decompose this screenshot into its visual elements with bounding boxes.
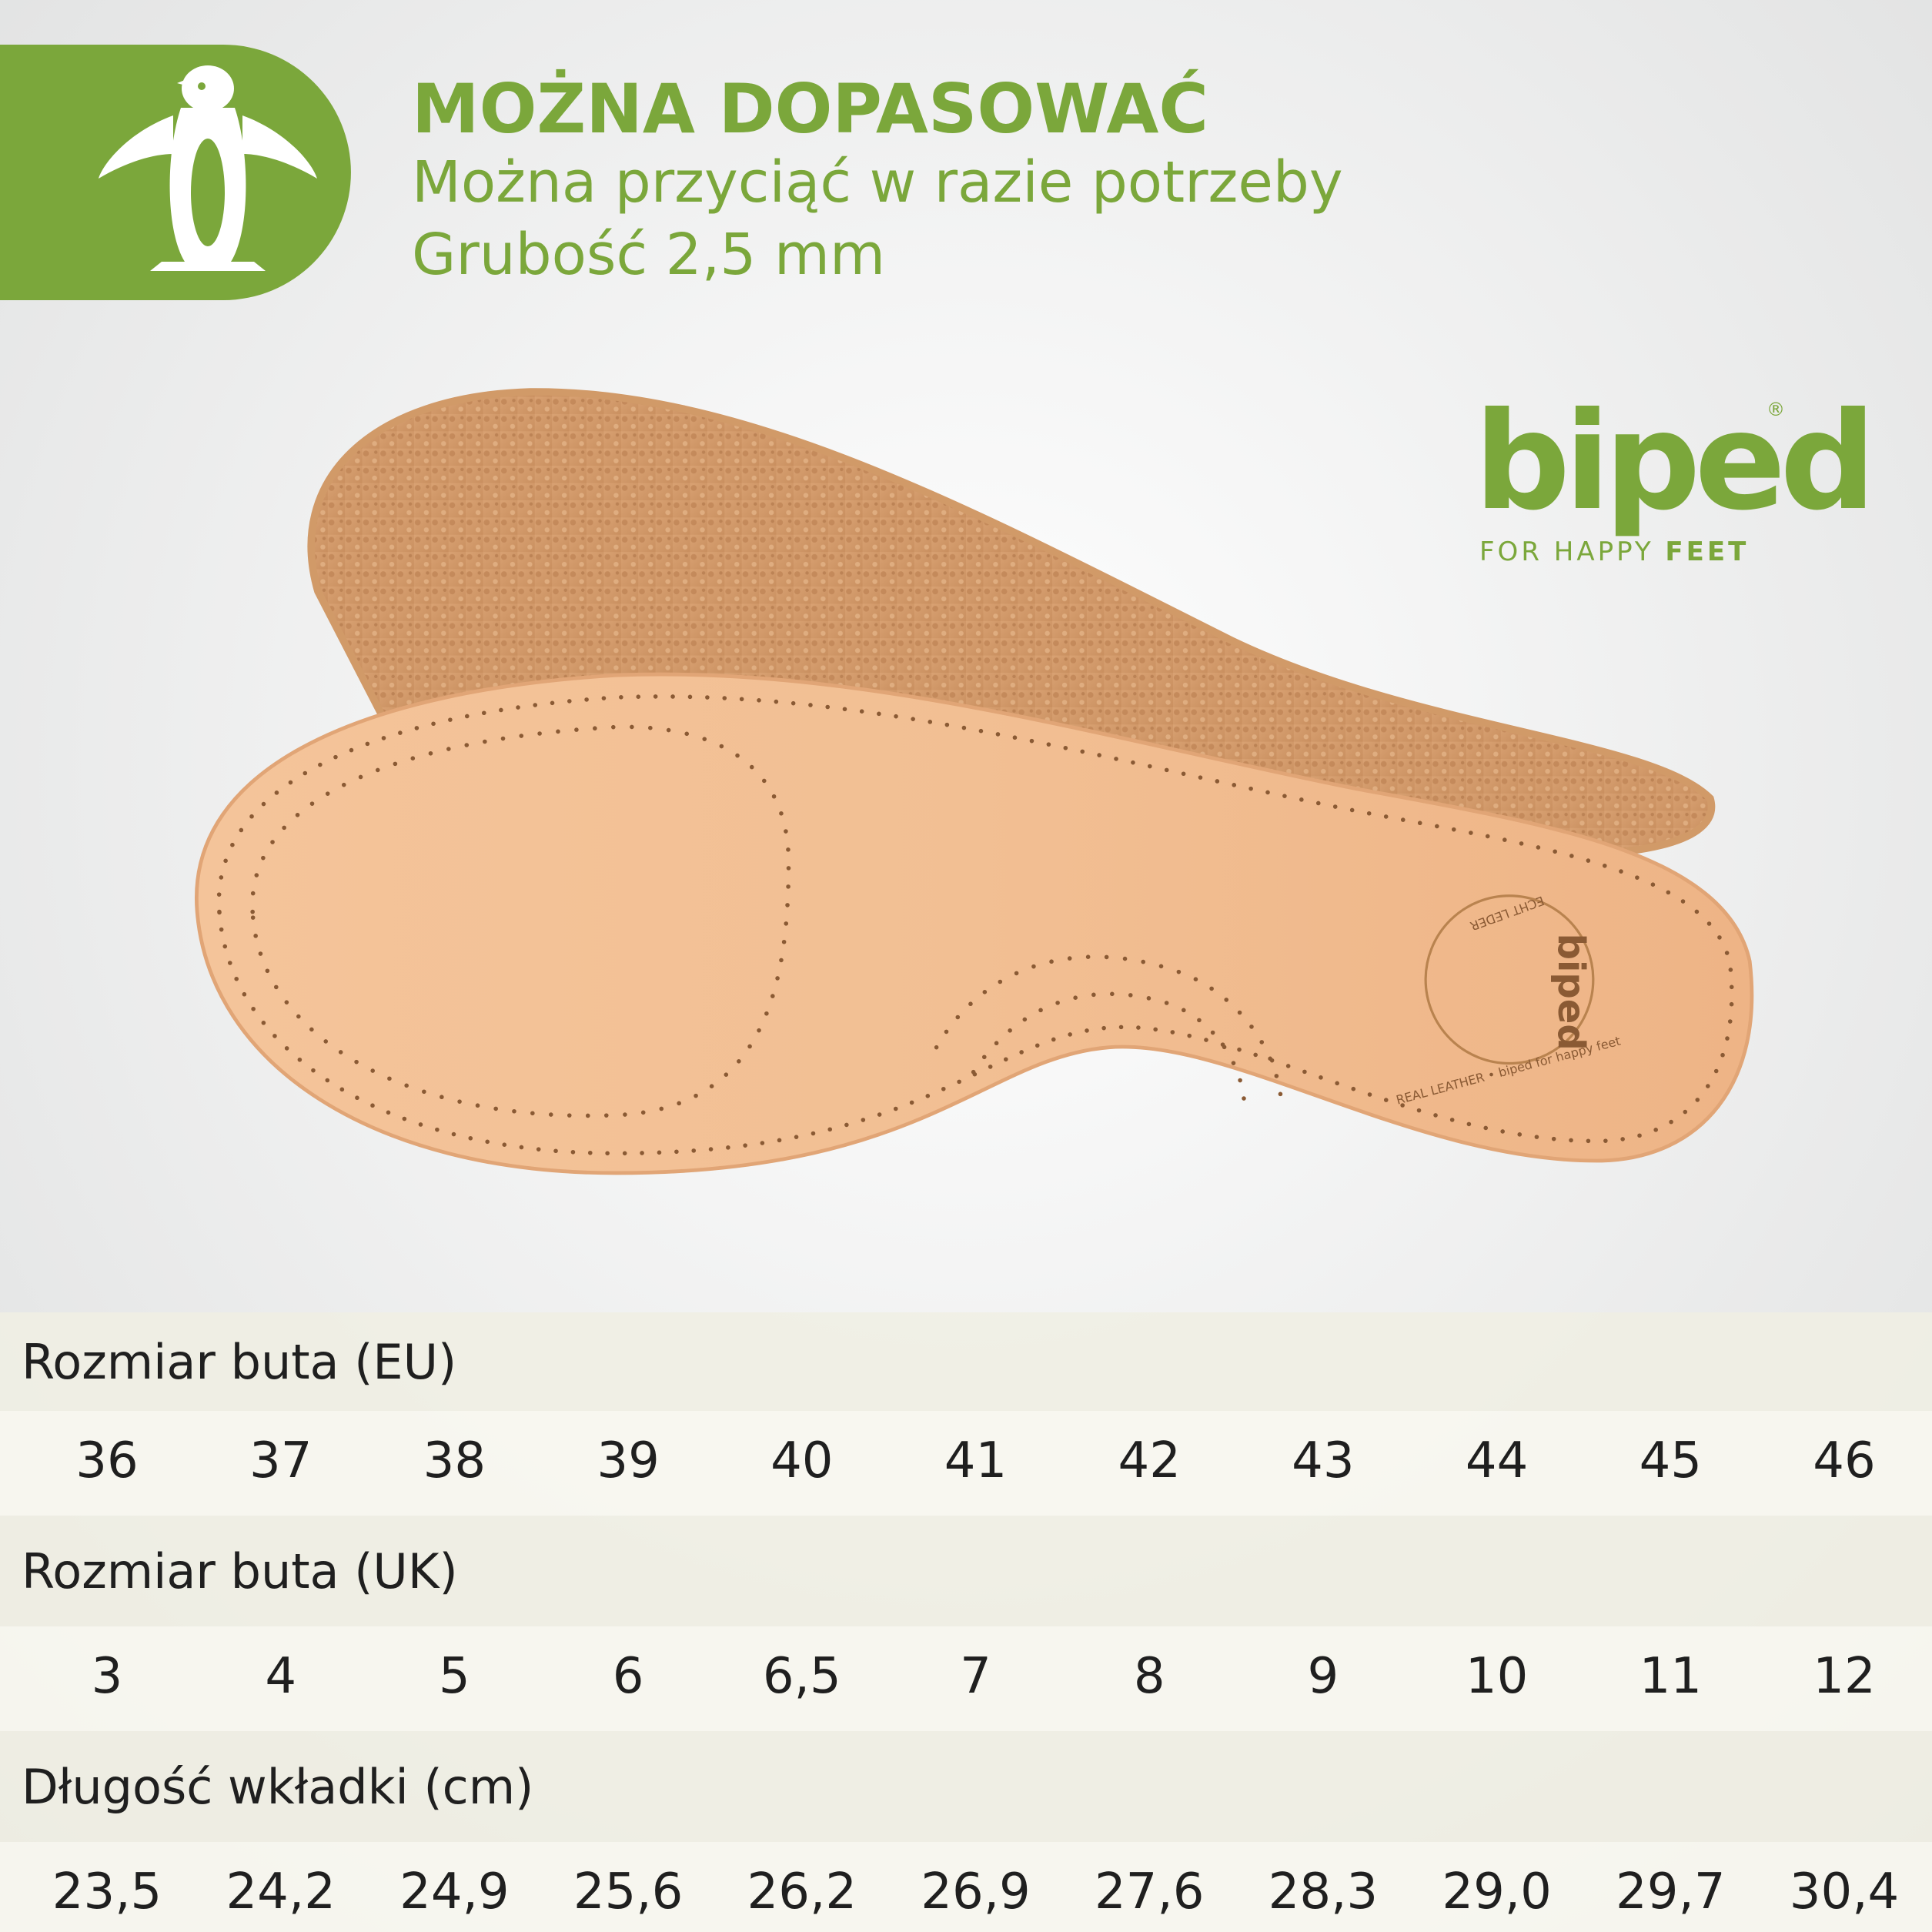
header-line: Można przyciąć w razie potrzeby (412, 149, 1343, 216)
cell-value: 45 (1640, 1432, 1702, 1489)
cell-value: 27,6 (1095, 1863, 1205, 1920)
cell-value: 11 (1640, 1648, 1702, 1705)
cell-value: 44 (1466, 1432, 1528, 1489)
cell-value: 12 (1813, 1648, 1875, 1705)
cell-value: 30,4 (1790, 1863, 1900, 1920)
cell-value: 9 (1308, 1648, 1339, 1705)
cell-value: 26,9 (921, 1863, 1031, 1920)
cell-value: 40 (770, 1432, 833, 1489)
cell-value: 41 (944, 1432, 1007, 1489)
emboss-brand: biped (1549, 934, 1593, 1051)
cell-value: 5 (439, 1648, 470, 1705)
cell-value: 23,5 (52, 1863, 162, 1920)
cell-value: 29,7 (1616, 1863, 1726, 1920)
label-band (0, 1516, 1932, 1626)
penguin-belly (191, 82, 225, 246)
cell-value: 26,2 (747, 1863, 857, 1920)
cell-value: 38 (423, 1432, 486, 1489)
cell-value: 8 (1134, 1648, 1165, 1705)
cell-value: 46 (1813, 1432, 1875, 1489)
cell-value: 28,3 (1269, 1863, 1379, 1920)
cell-value: 42 (1118, 1432, 1180, 1489)
row-label: Długość wkładki (cm) (22, 1759, 533, 1815)
cell-value: 6 (613, 1648, 644, 1705)
cell-value: 37 (249, 1432, 312, 1489)
size-table: Rozmiar buta (EU)36 37 38 39 40 41 42 43 44 45 46R… (0, 1312, 1932, 1932)
cell-value: 6,5 (763, 1648, 841, 1705)
cell-value: 36 (75, 1432, 138, 1489)
logo-mark: ® (1767, 399, 1785, 420)
cell-value: 24,2 (226, 1863, 336, 1920)
tagline-bold: FEET (1665, 536, 1749, 567)
cell-value: 25,6 (573, 1863, 684, 1920)
value-band (0, 1626, 1932, 1731)
tagline-start: FOR HAPPY (1479, 536, 1665, 567)
cell-value: 24,9 (399, 1863, 510, 1920)
label-band (0, 1731, 1932, 1842)
cell-value: 4 (265, 1648, 296, 1705)
cell-value: 3 (92, 1648, 123, 1705)
header-line: Grubość 2,5 mm (412, 222, 885, 288)
cell-value: 7 (960, 1648, 991, 1705)
cell-value: 39 (597, 1432, 659, 1489)
logo-brand: biped (1474, 384, 1870, 540)
header-title: MOŻNA DOPASOWAĆ (412, 69, 1208, 149)
row-label: Rozmiar buta (EU) (22, 1334, 456, 1390)
logo-tagline: FOR HAPPY FEET (1479, 536, 1749, 567)
insoles: biped ECHT LEDER REAL LEATHER • biped fo… (194, 388, 1754, 1175)
value-band (0, 1842, 1932, 1932)
value-band (0, 1411, 1932, 1516)
row-label: Rozmiar buta (UK) (22, 1543, 458, 1599)
cell-value: 43 (1292, 1432, 1354, 1489)
cell-value: 29,0 (1442, 1863, 1552, 1920)
label-band (0, 1312, 1932, 1411)
cell-value: 10 (1466, 1648, 1528, 1705)
leather-insole (194, 672, 1754, 1175)
emboss-ring (1424, 894, 1595, 1065)
